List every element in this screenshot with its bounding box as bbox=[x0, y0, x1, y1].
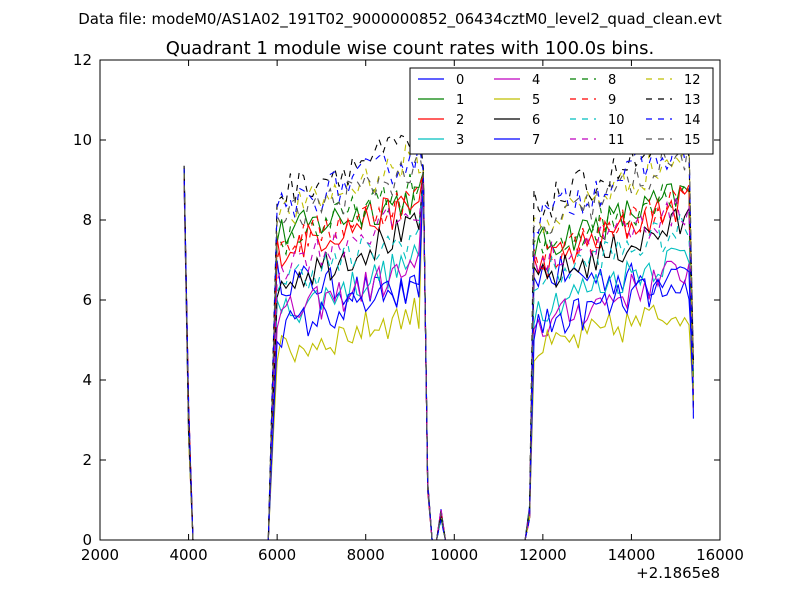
series-line-9 bbox=[183, 175, 694, 541]
legend-label-10: 10 bbox=[608, 113, 625, 128]
series-line-14 bbox=[183, 133, 694, 541]
series-line-3 bbox=[183, 179, 694, 541]
y-tick-label: 0 bbox=[82, 531, 92, 549]
y-tick-label: 8 bbox=[82, 211, 92, 229]
x-tick-label: 4000 bbox=[169, 546, 207, 564]
x-tick-label: 6000 bbox=[258, 546, 296, 564]
legend-label-3: 3 bbox=[456, 133, 464, 148]
x-tick-label: 10000 bbox=[430, 546, 478, 564]
legend-label-12: 12 bbox=[684, 73, 701, 88]
x-tick-label: 2000 bbox=[81, 546, 119, 564]
series-line-10 bbox=[183, 179, 694, 541]
legend-label-15: 15 bbox=[684, 133, 701, 148]
y-tick-label: 6 bbox=[82, 291, 92, 309]
legend-label-11: 11 bbox=[608, 133, 625, 148]
x-tick-label: 14000 bbox=[608, 546, 656, 564]
legend-label-9: 9 bbox=[608, 93, 616, 108]
series-line-12 bbox=[183, 136, 694, 541]
series-line-4 bbox=[183, 179, 694, 541]
y-tick-label: 2 bbox=[82, 451, 92, 469]
series-line-15 bbox=[183, 135, 694, 541]
legend-label-1: 1 bbox=[456, 93, 464, 108]
x-tick-label: 16000 bbox=[696, 546, 744, 564]
legend-label-7: 7 bbox=[532, 133, 540, 148]
legend-label-8: 8 bbox=[608, 73, 616, 88]
data-layer bbox=[183, 122, 694, 541]
legend-label-5: 5 bbox=[532, 93, 540, 108]
y-tick-label: 12 bbox=[73, 51, 92, 69]
axes-layer: 2000 4000 6000 8000 10000 12000 14000 16000 0 2 4 6… bbox=[73, 51, 744, 564]
series-line-7 bbox=[183, 175, 694, 541]
legend-label-2: 2 bbox=[456, 113, 464, 128]
chart-title: Quadrant 1 module wise count rates with … bbox=[166, 38, 655, 59]
legend-label-6: 6 bbox=[532, 113, 540, 128]
legend-box bbox=[409, 67, 714, 155]
series-line-11 bbox=[183, 179, 694, 541]
legend-label-0: 0 bbox=[456, 73, 464, 88]
x-tick-label: 8000 bbox=[347, 546, 385, 564]
x-tick-label: 12000 bbox=[519, 546, 567, 564]
legend-label-14: 14 bbox=[684, 113, 701, 128]
y-tick-label: 10 bbox=[73, 131, 92, 149]
y-tick-label: 4 bbox=[82, 371, 92, 389]
series-line-2 bbox=[183, 171, 694, 541]
x-offset-label: +2.1865e8 bbox=[636, 564, 720, 582]
series-line-13 bbox=[183, 122, 694, 541]
legend-label-4: 4 bbox=[532, 73, 540, 88]
legend-label-13: 13 bbox=[684, 93, 701, 108]
chart-suptitle: Data file: modeM0/AS1A02_191T02_90000008… bbox=[78, 10, 722, 29]
